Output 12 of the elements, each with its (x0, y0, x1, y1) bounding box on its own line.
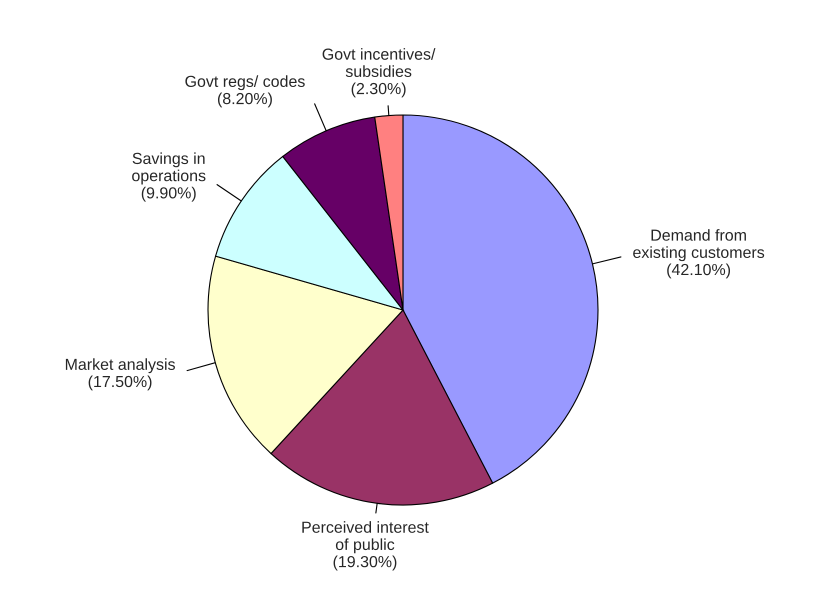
slice-label: Govt incentives/ subsidies (322, 48, 436, 78)
slice-label: Perceived interest of public (302, 521, 429, 554)
data-label: (19.30%) (334, 556, 396, 570)
slice-label: Demand from existing customers (633, 229, 764, 262)
data-label: (2.30%) (352, 82, 406, 98)
data-label: (17.50%) (88, 375, 152, 390)
slice-label: Savings in operations (132, 152, 206, 184)
data-label: (9.90%) (142, 186, 196, 202)
slice-label: Market analysis (66, 358, 175, 374)
slice-label: Govt regs/ codes (185, 75, 305, 90)
data-label: (42.10%) (667, 263, 730, 278)
data-label: (8.20%) (218, 92, 272, 108)
